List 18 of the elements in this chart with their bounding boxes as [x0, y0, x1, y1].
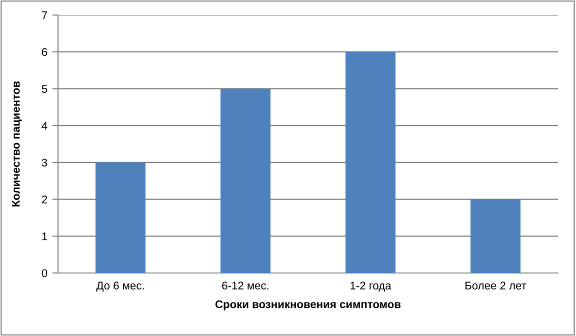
y-axis-title: Количество пациентов: [12, 81, 22, 206]
y-tick-label: 7: [42, 11, 48, 20]
y-tick-label: 5: [42, 85, 48, 93]
bar: [96, 162, 146, 273]
y-tick-label: 4: [42, 122, 48, 130]
y-tick-label: 0: [42, 269, 48, 278]
x-tick-label: Более 2 лет: [466, 282, 526, 290]
x-tick-label: 6-12 мес.: [222, 282, 268, 290]
bar: [220, 88, 270, 273]
x-axis-title: Сроки возникновения симптомов: [215, 300, 401, 310]
x-tick-label: До 6 мес.: [96, 282, 144, 292]
x-tick-label: 1-2 года: [350, 282, 392, 292]
bar: [470, 199, 520, 273]
y-tick-label: 6: [42, 48, 48, 56]
y-tick-label: 2: [42, 196, 48, 204]
y-tick-label: 3: [42, 158, 48, 167]
bar: [346, 52, 396, 273]
y-tick-label: 1: [42, 232, 48, 240]
